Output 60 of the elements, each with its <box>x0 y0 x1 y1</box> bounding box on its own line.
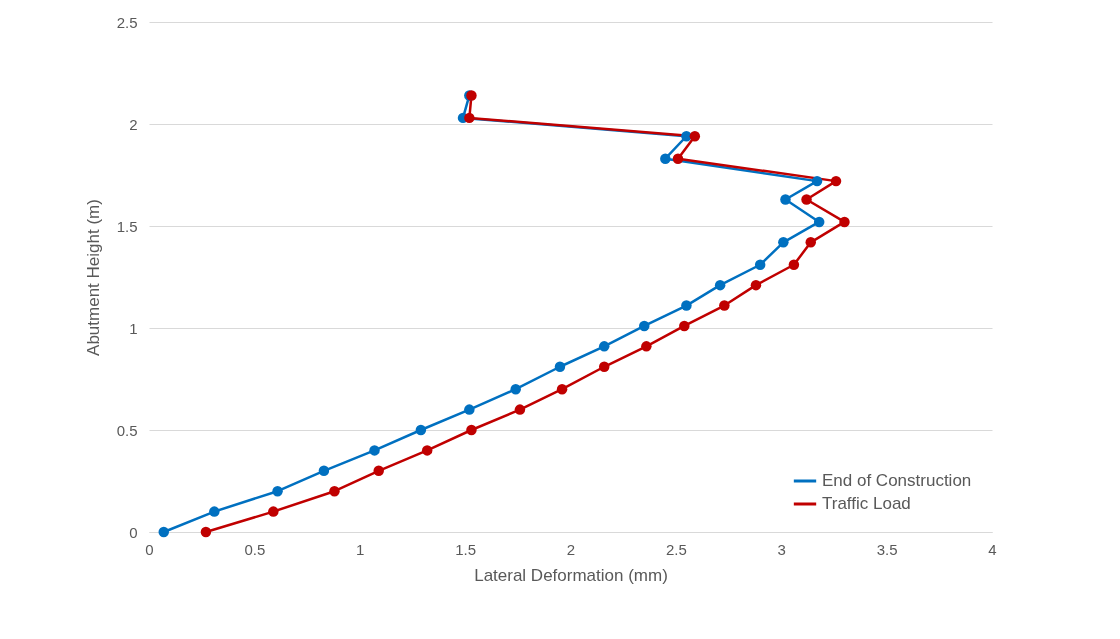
point <box>200 526 212 538</box>
point <box>679 320 690 332</box>
point <box>466 424 477 436</box>
point <box>750 279 762 291</box>
legend-label: End of Construction <box>822 471 972 490</box>
point <box>415 424 427 436</box>
point <box>556 383 568 395</box>
point <box>598 361 610 372</box>
point <box>801 194 812 205</box>
point <box>421 445 433 456</box>
y-tick-label: 1.5 <box>116 217 138 235</box>
point <box>714 279 726 291</box>
x-tick-label: 2.5 <box>665 540 687 558</box>
x-axis-title: Lateral Deformation (mm) <box>474 565 668 585</box>
point <box>598 341 610 352</box>
point <box>464 404 475 415</box>
point <box>780 194 791 205</box>
point <box>813 216 825 228</box>
point <box>689 131 701 142</box>
point <box>681 131 692 142</box>
point <box>272 485 283 497</box>
point <box>681 300 692 311</box>
y-tick-label: 0 <box>129 523 138 541</box>
y-axis-title: Abutment Height (m) <box>83 199 103 356</box>
point <box>830 175 842 187</box>
y-tick-label: 2.5 <box>116 13 138 31</box>
x-tick-label: 0.5 <box>244 540 266 558</box>
point <box>754 259 766 270</box>
point <box>672 153 684 164</box>
point <box>778 237 789 248</box>
point <box>464 112 475 124</box>
point <box>268 506 279 517</box>
x-tick-label: 0 <box>145 540 154 558</box>
point <box>639 320 650 332</box>
point <box>510 383 521 395</box>
x-tick-label: 3 <box>777 540 786 558</box>
x-tick-label: 3.5 <box>876 540 898 558</box>
point <box>514 404 526 415</box>
point <box>660 153 671 164</box>
y-tick-label: 0.5 <box>116 421 138 439</box>
x-tick-label: 1.5 <box>455 540 477 558</box>
point <box>719 300 730 311</box>
point <box>329 485 340 497</box>
y-tick-label: 2 <box>129 115 138 133</box>
x-tick-label: 1 <box>356 540 365 558</box>
point <box>805 237 816 248</box>
point <box>209 506 220 517</box>
point <box>554 361 566 372</box>
y-tick-label: 1 <box>129 319 138 337</box>
point <box>839 216 850 228</box>
x-tick-label: 2 <box>566 540 576 558</box>
point <box>641 341 652 352</box>
point <box>788 259 800 270</box>
x-tick-label: 4 <box>988 540 997 558</box>
point <box>373 465 384 477</box>
point <box>811 175 823 187</box>
point <box>158 526 169 538</box>
point <box>369 445 380 456</box>
point <box>318 465 330 477</box>
legend-label: Traffic Load <box>822 494 911 513</box>
